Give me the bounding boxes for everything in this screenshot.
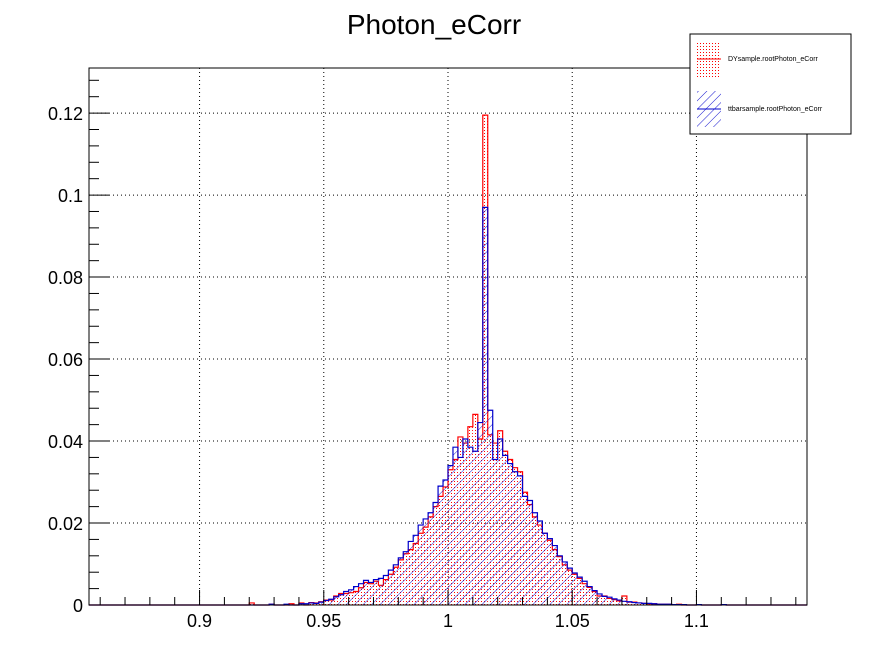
histogram-bar <box>328 599 334 605</box>
y-tick-label: 0.12 <box>48 104 83 124</box>
histogram-bar <box>567 568 573 605</box>
histogram-bar <box>577 577 583 605</box>
histogram-bar <box>487 410 493 605</box>
histogram-bar <box>378 578 384 605</box>
histogram-bar <box>398 557 404 605</box>
histogram-bar <box>646 603 652 605</box>
histogram-bar <box>562 561 568 605</box>
y-tick-label: 0.06 <box>48 350 83 370</box>
y-tick-label: 0.1 <box>58 186 83 206</box>
histogram-bar <box>621 601 627 605</box>
histogram-bar <box>338 594 344 605</box>
histogram-bar <box>428 512 434 605</box>
histogram-bar <box>552 545 558 605</box>
histogram-bar <box>393 564 399 605</box>
histogram-bar <box>616 600 622 605</box>
histogram-bar <box>318 602 324 605</box>
y-tick-label: 0.02 <box>48 514 83 534</box>
histogram-bar <box>537 520 543 605</box>
histogram-bar <box>542 533 548 605</box>
grid-lines <box>89 68 807 605</box>
histogram-bar <box>597 593 603 605</box>
histogram-bar <box>482 207 488 606</box>
series-outline <box>89 206 807 606</box>
histogram-bar <box>358 583 364 605</box>
histogram-bar <box>418 525 424 605</box>
axes: 0.9 0.95 1 1.05 1.1 0 0.02 0.04 0.06 0.08 0.1 0.12 <box>48 79 797 631</box>
histogram-bar <box>626 601 632 605</box>
histogram-bar <box>448 465 453 605</box>
histogram-bar <box>363 580 369 605</box>
histogram-bar <box>512 471 518 605</box>
histogram-bar <box>651 603 657 605</box>
histogram-bar <box>592 590 598 605</box>
y-tick-label: 0 <box>73 596 83 616</box>
y-tick-label: 0.08 <box>48 268 83 288</box>
x-tick-label: 1 <box>443 611 453 631</box>
x-tick-label: 1.05 <box>555 611 590 631</box>
histogram-bar <box>472 451 478 605</box>
histogram-bar <box>557 555 563 605</box>
histogram-bar <box>343 591 349 605</box>
histogram-bar <box>438 486 444 605</box>
histogram-bar <box>522 496 528 605</box>
legend-label-dy: DYsample.rootPhoton_eCorr <box>728 56 819 63</box>
histogram-bar <box>443 479 448 605</box>
histogram-bar <box>423 518 429 605</box>
histogram-bar <box>313 603 319 605</box>
histogram-bar <box>621 595 627 605</box>
x-tick-label: 0.9 <box>187 611 212 631</box>
histogram-bar <box>303 603 309 605</box>
histogram-bar <box>383 575 389 605</box>
histogram-bar <box>631 602 637 605</box>
histogram-bar <box>353 586 359 605</box>
histogram-bar <box>532 512 538 605</box>
legend: DYsample.rootPhoton_eCorr ttbarsample.ro… <box>689 33 852 135</box>
series-1 <box>89 206 807 606</box>
histogram-bar <box>462 438 468 605</box>
histogram-bar <box>288 603 294 605</box>
histogram-bar <box>433 502 439 605</box>
histogram-bar <box>582 581 588 605</box>
histogram-bar <box>502 455 508 605</box>
histogram-bar <box>323 600 329 605</box>
histogram-bar <box>452 447 458 605</box>
histogram-bar <box>457 457 463 605</box>
x-tick-label: 1.1 <box>684 611 709 631</box>
histogram-bar <box>373 579 379 605</box>
histogram-bar <box>467 447 473 605</box>
histogram-bar <box>477 422 483 605</box>
histogram-bar <box>368 582 374 605</box>
histogram-bar <box>572 573 578 605</box>
x-tick-label: 0.95 <box>306 611 341 631</box>
histogram-bar <box>388 570 394 605</box>
histogram-bar <box>602 596 608 605</box>
histogram-bar <box>249 602 255 605</box>
histogram-bar <box>348 589 354 605</box>
legend-label-ttbar: ttbarsample.rootPhoton_eCorr <box>728 106 823 113</box>
chart-title: Photon_eCorr <box>347 9 521 40</box>
histogram-bar <box>413 535 419 605</box>
histogram-bar <box>611 598 617 605</box>
histogram-bar <box>408 541 414 605</box>
histogram-bar <box>308 602 314 605</box>
histogram-bar <box>587 586 593 605</box>
histogram-bar <box>507 463 513 605</box>
histogram-bar <box>527 500 533 605</box>
histogram-bar <box>298 603 304 605</box>
histogram-bar <box>607 597 612 605</box>
histogram-bar <box>403 551 409 605</box>
histogram-bar <box>517 475 523 605</box>
histogram-bar <box>333 596 339 605</box>
histogram-bar <box>497 438 503 605</box>
histogram-bar <box>492 459 498 605</box>
histogram-bar <box>641 603 647 605</box>
histogram-bar <box>636 602 642 605</box>
histogram-bar <box>547 538 553 605</box>
y-tick-label: 0.04 <box>48 432 83 452</box>
series-layer <box>89 114 807 606</box>
